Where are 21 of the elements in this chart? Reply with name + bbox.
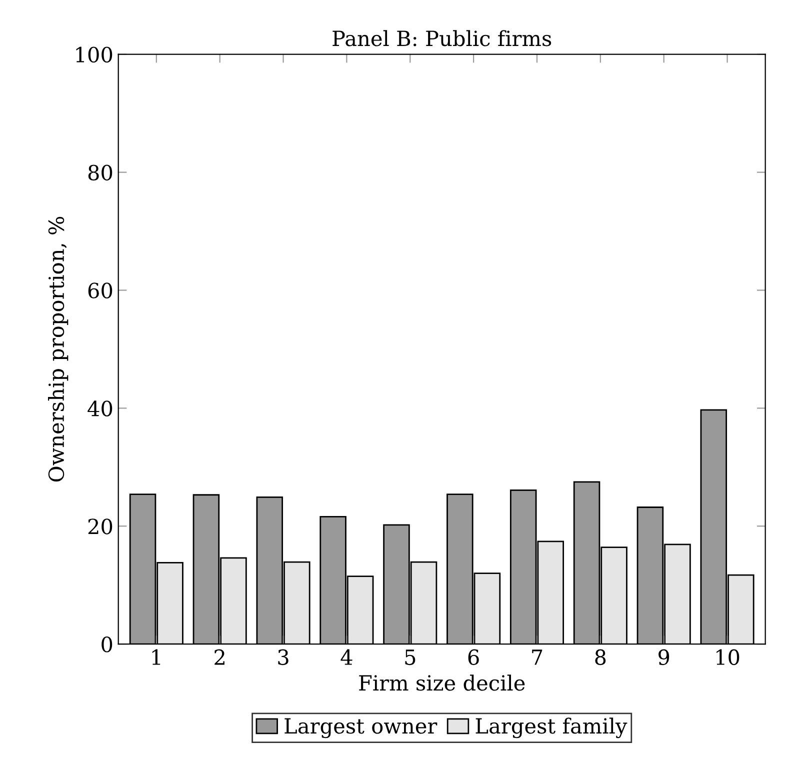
y-tick-label: 40 bbox=[88, 400, 112, 416]
x-tick-label: 3 bbox=[278, 649, 288, 666]
y-axis-title: Ownership proportion, % bbox=[48, 216, 68, 482]
x-tick-label: 2 bbox=[214, 649, 224, 665]
x-tick-label: 1 bbox=[152, 649, 160, 665]
y-tick-label: 100 bbox=[76, 46, 112, 63]
x-axis-title: Firm size decile bbox=[359, 674, 525, 691]
x-tick-label: 8 bbox=[595, 649, 606, 666]
y-tick-label: 20 bbox=[88, 518, 112, 534]
y-tick-label: 60 bbox=[88, 282, 112, 298]
y-tick-label: 0 bbox=[102, 636, 112, 652]
legend-label: Largest owner bbox=[284, 718, 438, 738]
x-tick-label: 4 bbox=[340, 649, 352, 665]
x-tick-label: 6 bbox=[468, 649, 479, 666]
x-tick-label: 7 bbox=[532, 650, 542, 665]
x-tick-label: 10 bbox=[716, 649, 740, 666]
legend-label: Largest family bbox=[476, 718, 628, 738]
chart-title: Panel B: Public firms bbox=[332, 30, 552, 46]
x-tick-label: 9 bbox=[658, 649, 670, 666]
x-tick-label: 5 bbox=[405, 650, 416, 666]
y-tick-label: 80 bbox=[88, 164, 112, 180]
